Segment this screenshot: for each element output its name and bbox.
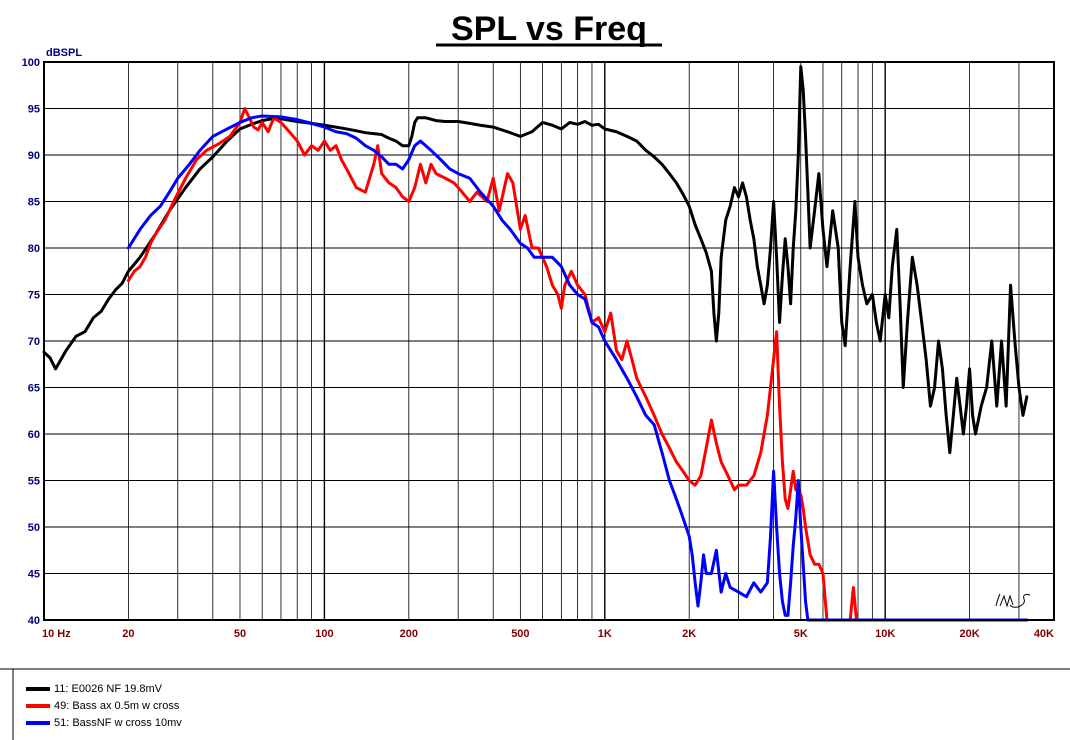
x-tick-label: 40K [1034, 628, 1054, 640]
series-line-2 [126, 114, 1029, 622]
y-tick-label: 65 [28, 383, 40, 395]
legend-label: 49: Bass ax 0.5m w cross [54, 700, 180, 712]
x-tick-label: 20K [959, 628, 979, 640]
x-tick-label: 10K [875, 628, 895, 640]
legend-swatch-blue [26, 721, 50, 725]
legend-entry-bass-ax: 49: Bass ax 0.5m w cross [26, 698, 179, 714]
legend-swatch-black [26, 687, 50, 691]
legend-label: 51: BassNF w cross 10mv [54, 717, 182, 729]
y-tick-labels: 100 95 90 85 80 75 70 65 60 55 50 45 40 [22, 57, 40, 627]
legend-entry-e0026: 11: E0026 NF 19.8mV [26, 681, 162, 697]
x-tick-label: 500 [511, 628, 529, 640]
x-tick-label: 1K [598, 628, 612, 640]
y-tick-label: 60 [28, 429, 40, 441]
signature-mark [995, 593, 1031, 608]
chart-title: SPL vs Freq [451, 10, 647, 48]
y-tick-label: 50 [28, 522, 40, 534]
y-tick-label: 95 [28, 104, 40, 116]
x-tick-label: 10 Hz [42, 628, 71, 640]
x-tick-label: 2K [682, 628, 696, 640]
x-tick-label: 5K [794, 628, 808, 640]
y-tick-label: 80 [28, 243, 40, 255]
series-line-1 [126, 107, 858, 622]
series-line-0 [42, 65, 1029, 455]
x-tick-label: 200 [400, 628, 418, 640]
x-tick-label: 100 [315, 628, 333, 640]
y-tick-label: 90 [28, 150, 40, 162]
y-tick-label: 45 [28, 569, 40, 581]
x-tick-labels: 10 Hz 20 50 100 200 500 1K 2K 5K 10K 20K 40K [42, 628, 1054, 640]
x-tick-label: 50 [234, 628, 246, 640]
legend-swatch-red [26, 704, 50, 708]
y-tick-label: 40 [28, 615, 40, 627]
data-series [42, 65, 1029, 622]
y-tick-label: 85 [28, 197, 40, 209]
y-tick-label: 75 [28, 290, 40, 302]
x-tick-label: 20 [122, 628, 134, 640]
legend-label: 11: E0026 NF 19.8mV [54, 683, 163, 695]
y-tick-label: 55 [28, 476, 40, 488]
legend-entry-bassnf: 51: BassNF w cross 10mv [26, 715, 182, 731]
y-tick-label: 100 [22, 57, 40, 69]
y-axis-label: dBSPL [46, 47, 82, 59]
plot-frame [43, 61, 1055, 621]
y-tick-label: 70 [28, 336, 40, 348]
